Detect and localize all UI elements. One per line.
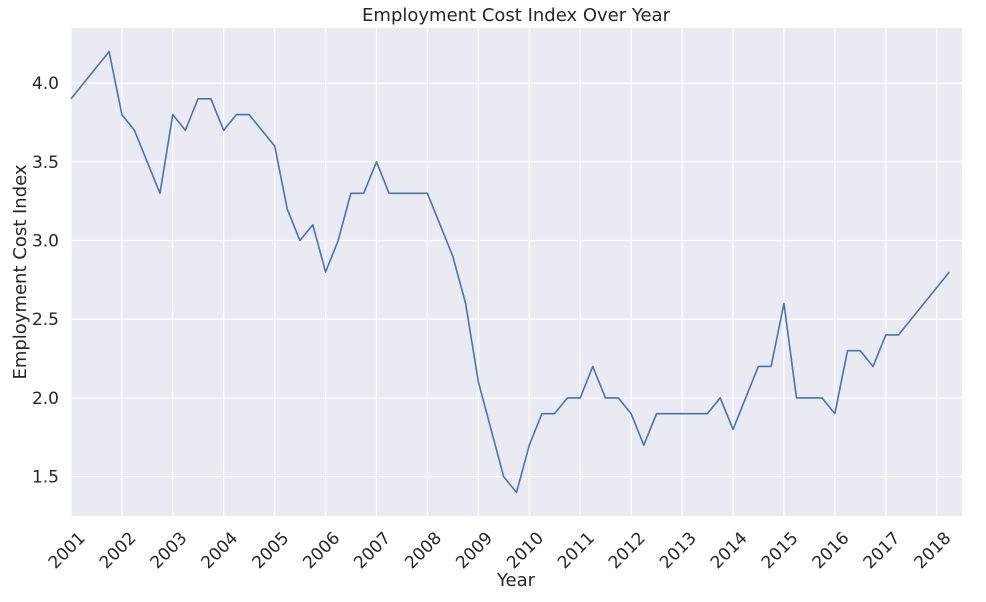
y-tick-label: 3.0 (32, 232, 59, 252)
y-tick-label: 2.0 (32, 389, 59, 409)
x-tick-label: 2015 (758, 528, 803, 573)
y-tick-labels: 1.5 2.0 2.5 3.0 3.5 4.0 (32, 74, 59, 488)
x-tick-label: 2008 (401, 528, 446, 573)
chart-title: Employment Cost Index Over Year (362, 5, 671, 26)
x-tick-label: 2013 (656, 528, 701, 573)
y-gridlines (71, 82, 962, 478)
x-tick-label: 2003 (147, 528, 192, 573)
y-tick-label: 2.5 (32, 310, 59, 330)
x-tick-label: 2012 (605, 528, 650, 573)
x-tick-label: 2011 (554, 528, 599, 573)
x-gridlines (70, 28, 938, 516)
series-line (70, 50, 950, 494)
x-tick-label: 2018 (911, 528, 956, 573)
plot-background (71, 28, 962, 516)
x-tick-label: 2001 (45, 528, 90, 573)
y-tick-label: 3.5 (32, 153, 59, 173)
x-tick-label: 2016 (809, 528, 854, 573)
x-axis-title: Year (496, 570, 536, 591)
x-tick-label: 2004 (197, 528, 242, 573)
x-tick-label: 2005 (249, 528, 294, 573)
y-tick-label: 4.0 (32, 74, 59, 94)
y-tick-label: 1.5 (32, 468, 59, 488)
x-tick-labels: 2001 2002 2003 2004 2005 2006 2007 2008 2009 2010… (45, 528, 955, 573)
x-tick-label: 2017 (860, 528, 905, 573)
x-tick-label: 2006 (299, 528, 344, 573)
x-tick-label: 2010 (503, 528, 548, 573)
x-tick-label: 2002 (96, 528, 141, 573)
y-axis-title: Employment Cost Index (10, 164, 31, 379)
x-tick-label: 2009 (452, 528, 497, 573)
x-tick-label: 2007 (350, 528, 395, 573)
x-tick-label: 2014 (707, 528, 752, 573)
